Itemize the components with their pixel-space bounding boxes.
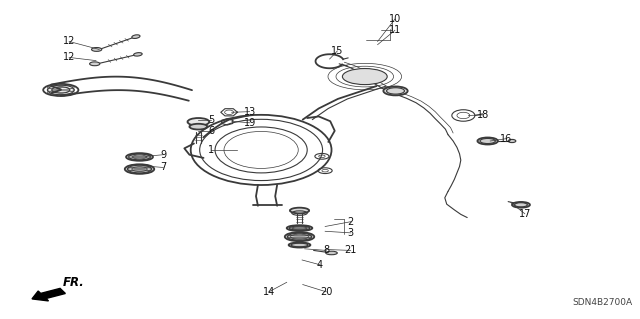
Ellipse shape (289, 242, 310, 248)
Text: 10: 10 (388, 14, 401, 24)
Text: 4: 4 (317, 260, 323, 270)
Text: 5: 5 (208, 115, 214, 125)
Ellipse shape (285, 232, 314, 241)
Text: 7: 7 (160, 162, 166, 173)
Text: 3: 3 (348, 228, 354, 238)
Text: 1: 1 (208, 145, 214, 155)
Text: 21: 21 (344, 245, 357, 256)
Text: 11: 11 (388, 25, 401, 35)
Ellipse shape (126, 153, 153, 161)
Ellipse shape (383, 86, 408, 95)
Ellipse shape (134, 53, 142, 56)
Ellipse shape (188, 118, 209, 126)
Ellipse shape (512, 202, 530, 208)
Ellipse shape (508, 139, 516, 143)
Ellipse shape (92, 48, 102, 51)
Ellipse shape (326, 251, 337, 255)
Ellipse shape (477, 137, 498, 145)
Ellipse shape (342, 69, 387, 85)
Ellipse shape (132, 35, 140, 39)
Ellipse shape (287, 225, 312, 231)
Text: 17: 17 (518, 209, 531, 219)
Ellipse shape (90, 62, 100, 66)
Text: 19: 19 (243, 118, 256, 128)
FancyArrow shape (32, 288, 65, 301)
Text: 2: 2 (348, 217, 354, 227)
Text: 12: 12 (63, 36, 76, 47)
Text: 14: 14 (262, 287, 275, 297)
Text: 12: 12 (63, 52, 76, 63)
Text: SDN4B2700A: SDN4B2700A (572, 298, 632, 307)
Text: 8: 8 (323, 245, 330, 256)
Ellipse shape (290, 208, 309, 213)
Text: 18: 18 (477, 110, 490, 120)
Text: 15: 15 (331, 46, 344, 56)
Text: 20: 20 (320, 287, 333, 297)
Text: 9: 9 (160, 150, 166, 160)
Ellipse shape (125, 164, 154, 174)
Text: FR.: FR. (63, 276, 84, 289)
Text: 6: 6 (208, 126, 214, 136)
Ellipse shape (189, 124, 207, 130)
Text: 16: 16 (499, 134, 512, 144)
Text: 13: 13 (243, 107, 256, 117)
